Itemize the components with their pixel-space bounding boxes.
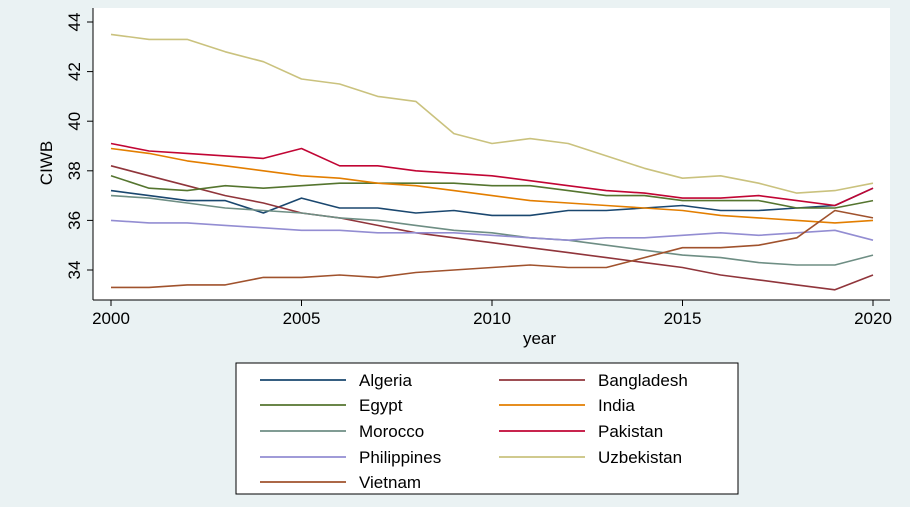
series-line-bangladesh (110, 165, 874, 291)
y-tick-label: 44 (65, 13, 84, 32)
legend: Algeria Bangladesh Egypt India Morocco Pakist… (235, 362, 739, 495)
legend-label: Algeria (359, 371, 412, 390)
x-tick-label: 2010 (473, 309, 511, 328)
y-axis-title: CIWB (37, 141, 56, 185)
legend-label: Vietnam (359, 473, 421, 492)
legend-label: Pakistan (598, 422, 663, 441)
plot-area (93, 8, 890, 300)
legend-label: Uzbekistan (598, 448, 682, 467)
y-tick-label: 38 (65, 161, 84, 180)
series-layer (110, 33, 874, 291)
x-axis-title: year (523, 329, 556, 348)
legend-label: Bangladesh (598, 371, 688, 390)
series-line-philippines (110, 219, 874, 241)
y-tick-label: 34 (65, 261, 84, 280)
legend-label: Philippines (359, 448, 441, 467)
y-tick-label: 42 (65, 62, 84, 81)
series-line-india (110, 147, 874, 224)
series-line-egypt (110, 175, 874, 209)
legend-label: Egypt (359, 396, 403, 415)
series-line-vietnam (111, 209, 874, 289)
series-line-pakistan (110, 142, 874, 207)
x-tick-label: 2005 (283, 309, 321, 328)
y-tick-label: 40 (65, 112, 84, 131)
series-line-morocco (110, 194, 874, 266)
x-tick-label: 2015 (664, 309, 702, 328)
axis-layer: 34 36 38 40 42 44 2000 2005 2010 2015 2020 (65, 8, 892, 328)
legend-box (235, 362, 739, 495)
series-line-algeria (110, 187, 874, 217)
legend-label: Morocco (359, 422, 424, 441)
legend-label: India (598, 396, 635, 415)
x-tick-label: 2000 (92, 309, 130, 328)
y-tick-label: 36 (65, 211, 84, 230)
x-tick-label: 2020 (854, 309, 892, 328)
series-line-uzbekistan (110, 33, 874, 194)
